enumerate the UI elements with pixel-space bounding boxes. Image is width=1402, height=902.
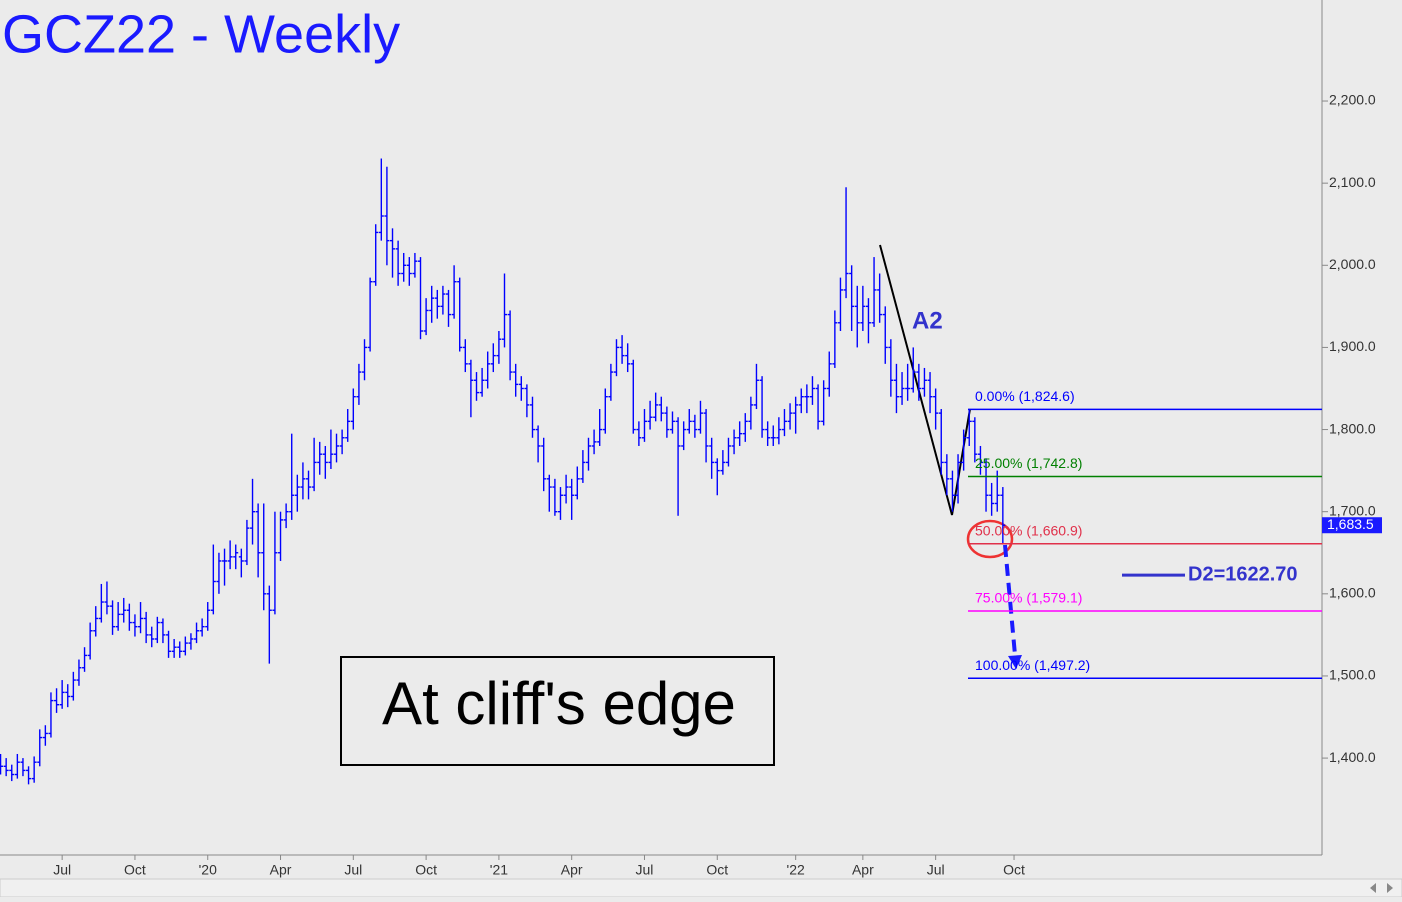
chart-title: GCZ22 - Weekly <box>2 4 400 64</box>
arrow-head <box>1008 655 1022 669</box>
x-tick-label: Jul <box>636 862 654 878</box>
note: At cliff's edge <box>382 670 736 737</box>
fib-label: 25.00% (1,742.8) <box>975 455 1082 471</box>
last-price-box <box>1322 517 1382 534</box>
highlight-circle <box>966 519 1014 559</box>
fib-label: 50.00% (1,660.9) <box>975 523 1082 539</box>
x-tick-label: Jul <box>927 862 945 878</box>
y-tick-label: 1,600.0 <box>1329 585 1376 601</box>
x-tick-label: Oct <box>124 862 146 878</box>
fib-label: 75.00% (1,579.1) <box>975 590 1082 606</box>
y-tick-label: 1,800.0 <box>1329 420 1376 436</box>
x-tick-label: Jul <box>53 862 71 878</box>
y-tick-label: 1,700.0 <box>1329 502 1376 518</box>
x-tick-label: Oct <box>706 862 728 878</box>
x-tick-label: '20 <box>199 862 217 878</box>
y-tick-label: 1,500.0 <box>1329 667 1376 683</box>
y-tick-label: 2,200.0 <box>1329 92 1376 108</box>
x-tick-label: '21 <box>490 862 508 878</box>
last-price-label: 1,683.5 <box>1327 516 1374 532</box>
fib-label: 0.00% (1,824.6) <box>975 388 1075 404</box>
x-tick-label: Jul <box>344 862 362 878</box>
x-tick-label: Apr <box>852 862 874 878</box>
scrollbar[interactable] <box>0 878 1402 898</box>
x-tick-label: Oct <box>1003 862 1025 878</box>
note-box <box>340 656 775 766</box>
x-tick-label: Apr <box>270 862 292 878</box>
y-tick-label: 1,900.0 <box>1329 338 1376 354</box>
y-tick-label: 1,400.0 <box>1329 749 1376 765</box>
x-tick-label: Oct <box>415 862 437 878</box>
fib-label: 100.00% (1,497.2) <box>975 657 1090 673</box>
scroll-arrows[interactable] <box>1370 883 1393 893</box>
x-tick-label: Apr <box>561 862 583 878</box>
target-label: D2=1622.70 <box>1188 563 1298 585</box>
y-tick-label: 2,000.0 <box>1329 256 1376 272</box>
x-tick-label: '22 <box>787 862 805 878</box>
pattern-label: A2 <box>912 307 943 334</box>
y-tick-label: 2,100.0 <box>1329 174 1376 190</box>
